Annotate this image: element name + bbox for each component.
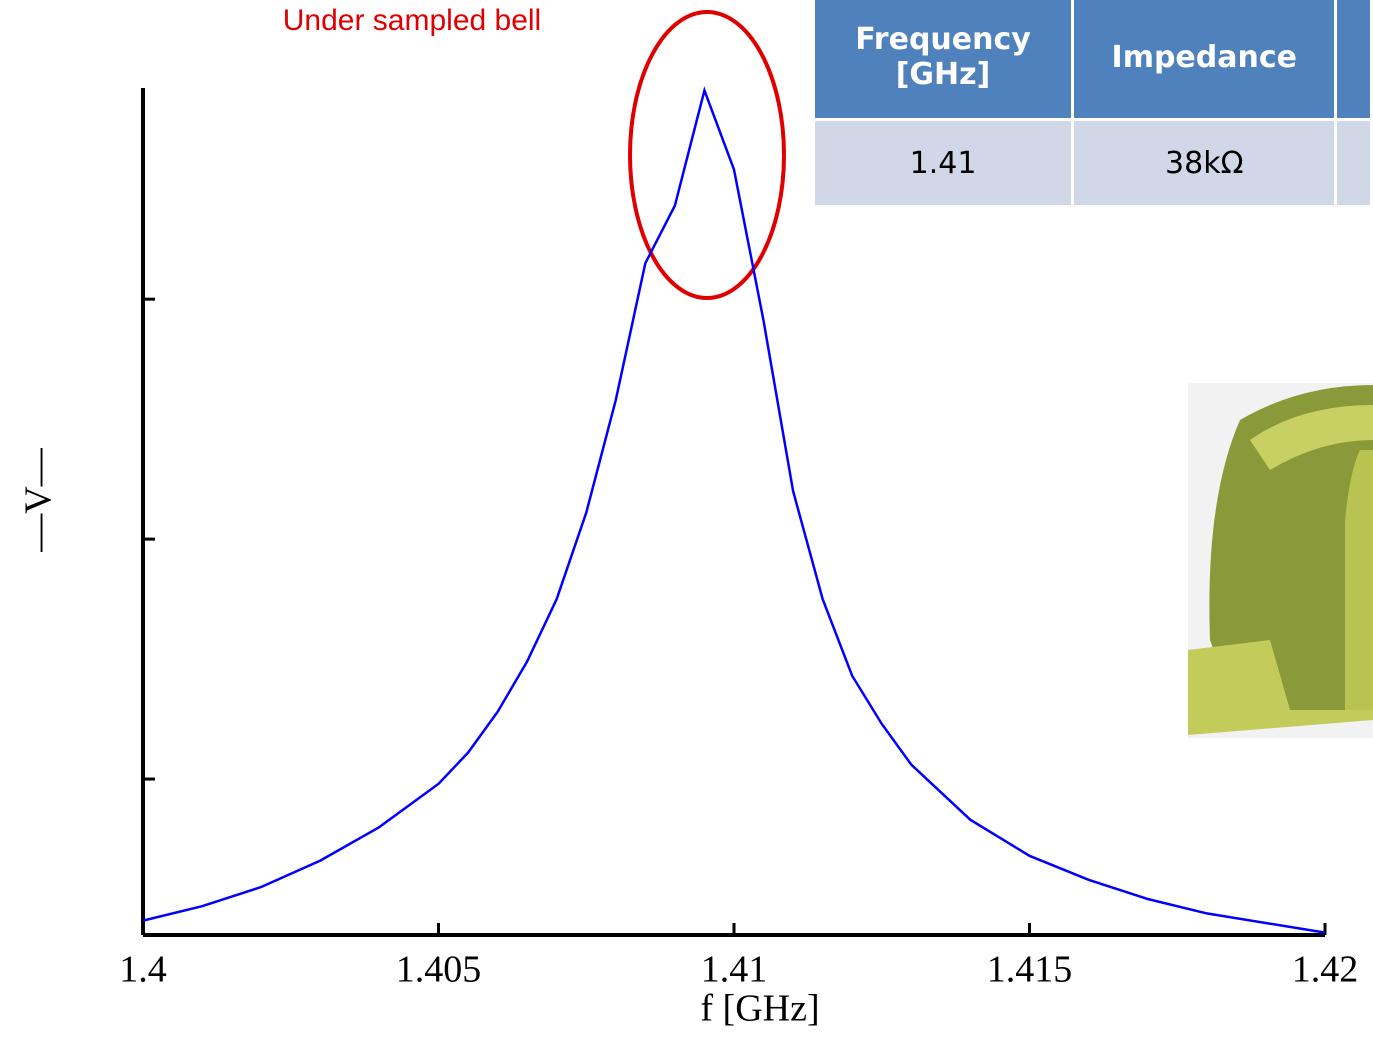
annotation-ellipse bbox=[630, 12, 784, 298]
x-tick-label: 1.405 bbox=[396, 949, 482, 991]
annotation: Under sampled bell bbox=[283, 4, 541, 37]
cavity-image bbox=[1188, 383, 1373, 738]
x-tick-label: 1.41 bbox=[701, 949, 768, 991]
x-axis-label: f [GHz] bbox=[700, 988, 819, 1030]
x-tick-label: 1.4 bbox=[119, 949, 167, 991]
chart: Under sampled bell f [GHz] —V— 1.4 1.405 1… bbox=[0, 0, 1373, 1041]
slide: Frequency [GHz]Impedance 1.4138kΩ Under … bbox=[0, 0, 1373, 1041]
x-tick-label: 1.42 bbox=[1292, 949, 1359, 991]
x-tick-label: 1.415 bbox=[987, 949, 1073, 991]
y-axis-label: —V— bbox=[18, 447, 60, 552]
data-line bbox=[143, 90, 1325, 932]
